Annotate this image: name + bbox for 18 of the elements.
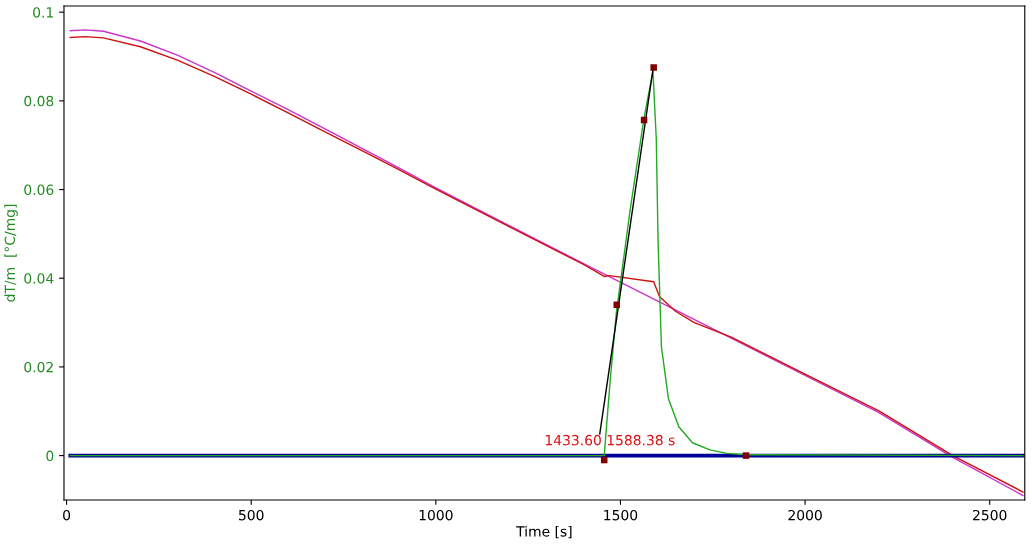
x-tick-label: 0 xyxy=(63,509,71,521)
x-tick-label: 2000 xyxy=(788,509,822,521)
x-tick-label: 1500 xyxy=(604,509,638,521)
x-tick-label: 1000 xyxy=(419,509,453,521)
x-axis-title: Time [s] xyxy=(516,525,572,539)
y-tick-label: 0 xyxy=(46,450,54,462)
y-tick-label: 0.1 xyxy=(33,7,53,18)
point xyxy=(613,301,621,309)
y-axis-title: dT/m [°C/mg] xyxy=(4,204,18,302)
y-tick-label: 0.02 xyxy=(24,361,53,373)
y-tick-label: 0.04 xyxy=(24,273,54,284)
x-tick-label: 2500 xyxy=(973,509,1007,521)
x-tick-label: 500 xyxy=(239,509,264,521)
y-tick-label: 0.08 xyxy=(24,95,54,107)
point xyxy=(650,64,657,71)
annotation: 1433.60 1588.38 s xyxy=(545,434,675,446)
point xyxy=(742,452,750,459)
y-tick-label: 0.06 xyxy=(24,184,54,196)
